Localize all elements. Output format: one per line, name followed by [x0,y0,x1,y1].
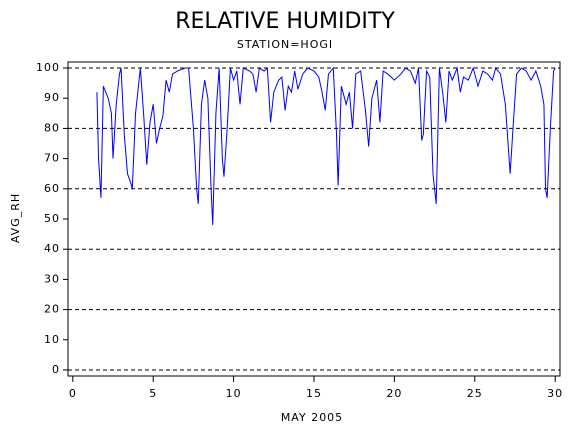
data-line [96,66,556,226]
x-tick-label: 5 [149,387,157,400]
y-tick-label: 70 [44,152,60,165]
x-tick-label: 0 [69,387,77,400]
y-tick-label: 0 [52,363,60,376]
x-axis-label: MAY 2005 [281,411,343,424]
plot-frame [67,61,561,377]
y-tick-label: 40 [44,242,60,255]
y-tick-label: 20 [44,303,60,316]
x-tick-label: 30 [547,387,563,400]
y-tick-label: 90 [44,91,60,104]
y-tick-label: 10 [44,333,60,346]
x-tick-label: 25 [467,387,483,400]
y-tick-label: 80 [44,121,60,134]
y-axis-label: AVG_RH [9,193,22,243]
y-tick-label: 60 [44,182,60,195]
x-tick-label: 10 [226,387,242,400]
chart-title: RELATIVE HUMIDITY [175,9,395,34]
x-tick-label: 20 [386,387,402,400]
y-tick-label: 100 [36,61,60,74]
y-tick-label: 50 [44,212,60,225]
chart-subtitle: STATION=HOGI [237,38,333,51]
x-tick-label: 15 [306,387,322,400]
y-tick-label: 30 [44,272,60,285]
